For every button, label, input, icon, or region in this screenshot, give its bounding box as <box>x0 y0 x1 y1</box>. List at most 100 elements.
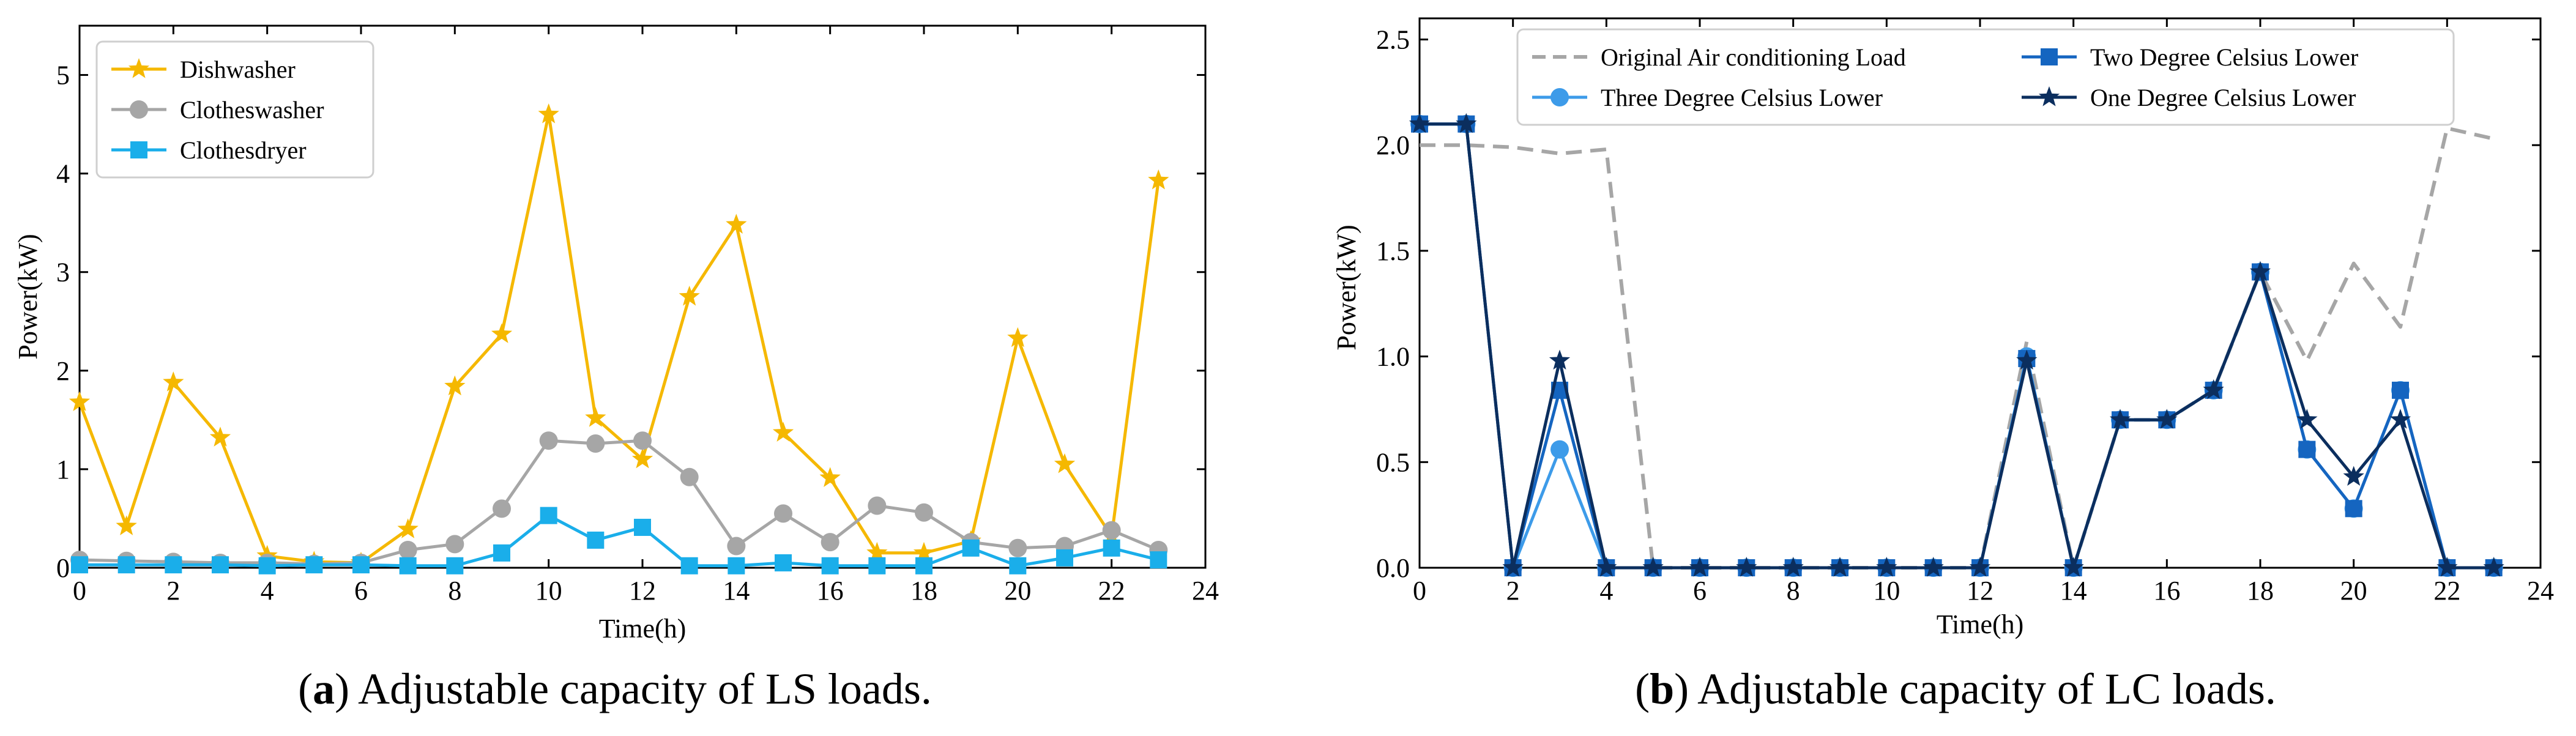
x-tick-label: 14 <box>2060 576 2087 606</box>
legend-item: Three Degree Celsius Lower <box>1532 84 1883 111</box>
legend-box <box>1516 28 2455 126</box>
data-point <box>679 286 700 306</box>
data-point <box>445 535 464 554</box>
y-tick-label: 0.5 <box>1376 447 1410 477</box>
data-point <box>915 557 932 574</box>
x-tick-label: 4 <box>261 576 274 606</box>
data-point <box>866 541 888 562</box>
caption-a-text: Adjustable capacity of LS loads. <box>358 664 932 713</box>
data-point <box>1876 557 1897 577</box>
legend-item: Clothesdryer <box>111 136 307 164</box>
data-point <box>915 503 933 522</box>
legend-label: Clothesdryer <box>180 136 307 164</box>
y-tick-label: 2 <box>56 356 70 386</box>
series-group-a <box>69 103 1169 574</box>
data-point <box>2343 466 2364 486</box>
data-point <box>493 544 510 562</box>
x-tick-label: 0 <box>73 576 86 606</box>
series-one-degree-celsius-lower <box>1409 113 2504 577</box>
legend-marker <box>2038 86 2060 106</box>
legend-item: One Degree Celsius Lower <box>2022 84 2356 111</box>
data-point <box>1969 557 1991 577</box>
y-tick-label: 4 <box>56 159 70 189</box>
legend-b: Original Air conditioning Load Three Degr… <box>1516 28 2455 126</box>
legend-item: Dishwasher <box>111 56 296 83</box>
legend-marker <box>2041 48 2058 65</box>
x-tick-label: 2 <box>166 576 180 606</box>
legend-item: Two Degree Celsius Lower <box>2022 43 2358 71</box>
data-point <box>2436 557 2458 577</box>
data-point <box>212 556 229 574</box>
y-tick-label: 5 <box>56 61 70 91</box>
series-line <box>78 113 1160 565</box>
data-point <box>165 556 182 574</box>
series-line <box>1420 122 2494 570</box>
data-point <box>2156 409 2178 429</box>
x-tick-label: 0 <box>1413 576 1426 606</box>
x-tick-label: 20 <box>2340 576 2367 606</box>
y-tick-label: 2.5 <box>1376 25 1410 55</box>
data-point <box>2063 557 2084 577</box>
data-point <box>680 467 699 486</box>
x-tick-label: 18 <box>2247 576 2274 606</box>
data-point <box>163 371 184 392</box>
data-point <box>1456 113 1477 133</box>
data-point <box>772 422 794 442</box>
data-point <box>868 557 886 574</box>
data-point <box>1102 521 1121 540</box>
axis-ticks-b: 0 2 4 6 8 10 12 14 16 18 20 22 240.00.51.01.52.02.5 <box>1376 18 2554 606</box>
data-point <box>775 554 792 571</box>
x-tick-label: 12 <box>629 576 656 606</box>
data-point <box>446 557 464 574</box>
legend-marker <box>1550 88 1569 106</box>
chart-panel-b: 0 2 4 6 8 10 12 14 16 18 20 22 240.00.51.01.52.02.5 … <box>1331 17 2554 713</box>
data-point <box>631 448 653 469</box>
data-point <box>2345 500 2362 518</box>
x-tick-label: 16 <box>2153 576 2180 606</box>
data-point <box>1502 557 1524 577</box>
data-point <box>2389 409 2411 429</box>
y-tick-label: 1 <box>56 455 70 485</box>
data-point <box>2203 379 2224 400</box>
legend-marker <box>128 58 150 78</box>
y-axis-label-a: Power(kW) <box>13 234 43 359</box>
x-tick-label: 6 <box>1693 576 1707 606</box>
legend-item: Original Air conditioning Load <box>1532 43 1906 71</box>
data-point <box>352 556 370 574</box>
data-point <box>209 426 231 447</box>
data-point <box>1549 349 1571 370</box>
data-point <box>1829 557 1851 577</box>
data-point <box>2016 349 2038 370</box>
data-point <box>1007 327 1029 348</box>
x-axis-label-a: Time(h) <box>599 614 687 644</box>
data-point <box>727 537 746 556</box>
x-tick-label: 6 <box>354 576 368 606</box>
data-point <box>680 557 698 574</box>
data-point <box>2298 440 2316 458</box>
series-clothesdryer <box>71 507 1167 574</box>
x-tick-label: 22 <box>1098 576 1125 606</box>
y-axis-label-b: Power(kW) <box>1331 225 1361 350</box>
data-point <box>774 504 792 523</box>
caption-a-letter: a <box>313 664 335 713</box>
x-tick-label: 8 <box>1787 576 1800 606</box>
data-point <box>1689 557 1711 577</box>
data-point <box>1009 557 1027 574</box>
data-point <box>1150 551 1167 569</box>
data-point <box>258 557 276 574</box>
data-point <box>585 407 606 427</box>
data-point <box>913 541 935 562</box>
y-tick-label: 0.0 <box>1376 553 1410 583</box>
legend-label: Two Degree Celsius Lower <box>2090 43 2358 71</box>
x-tick-label: 24 <box>1192 576 1219 606</box>
data-point <box>71 556 88 574</box>
data-point <box>868 496 887 515</box>
data-point <box>1148 169 1169 190</box>
data-point <box>633 431 652 450</box>
x-tick-label: 10 <box>1873 576 1900 606</box>
data-point <box>2392 381 2409 399</box>
data-point <box>538 103 559 124</box>
x-tick-label: 10 <box>535 576 562 606</box>
x-tick-label: 14 <box>723 576 750 606</box>
